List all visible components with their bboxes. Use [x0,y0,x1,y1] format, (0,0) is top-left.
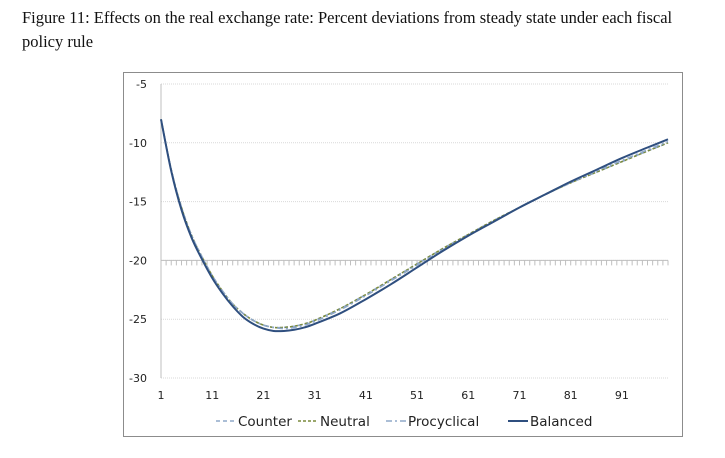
x-tick-label: 31 [308,389,322,402]
x-tick-label: 81 [564,389,578,402]
series-line-procyclical [160,119,669,330]
chart-frame [123,72,683,437]
y-tick-label: -10 [129,137,147,150]
x-tick-label: 1 [158,389,165,402]
y-tick-label: -25 [129,313,147,326]
series-line-neutral [160,119,669,329]
x-tick-label: 61 [461,389,475,402]
legend-label-neutral: Neutral [320,414,370,430]
y-tick-label: -30 [129,372,147,385]
y-tick-label: -20 [129,254,147,267]
series-line-counter [160,119,669,329]
y-tick-label: -5 [136,78,147,91]
legend-label-procyclical: Procyclical [408,414,479,430]
caption-line-1: Figure 11: Effects on the real exchange … [22,8,673,27]
legend-label-balanced: Balanced [530,414,592,430]
x-tick-label: 91 [615,389,629,402]
legend-label-counter: Counter [238,414,292,430]
caption-line-2: policy rule [22,32,94,51]
y-tick-label: -15 [129,196,147,209]
x-tick-label: 41 [359,389,373,402]
figure-caption: Figure 11: Effects on the real exchange … [22,6,712,54]
x-tick-label: 21 [256,389,270,402]
x-tick-label: 11 [205,389,219,402]
x-tick-label: 71 [512,389,526,402]
x-tick-label: 51 [410,389,424,402]
series-line-balanced [160,119,669,333]
